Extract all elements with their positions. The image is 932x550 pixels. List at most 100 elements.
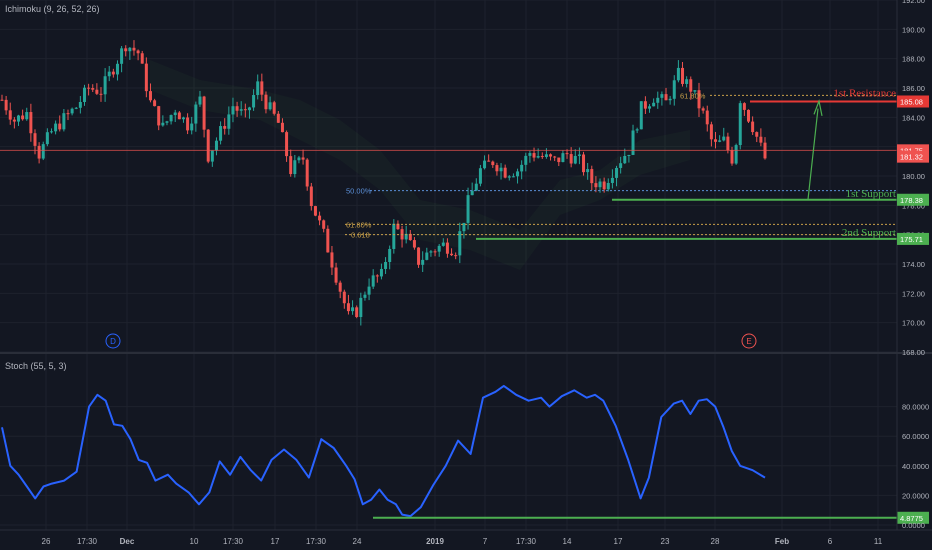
candle-body xyxy=(598,181,602,188)
candle-body xyxy=(536,156,540,158)
candle-body xyxy=(565,153,569,155)
candle-body xyxy=(95,89,99,94)
candle-body xyxy=(656,97,660,103)
candle-body xyxy=(404,233,408,240)
price-tick-label: 168.00 xyxy=(902,348,925,357)
second-support-label: 2nd Support xyxy=(842,227,896,239)
candle-body xyxy=(235,106,239,111)
stoch-tick-label: 80.0000 xyxy=(902,403,929,412)
candle-body xyxy=(157,106,161,126)
candle-body xyxy=(276,113,280,123)
candle-body xyxy=(326,228,330,253)
candle-body xyxy=(214,140,218,151)
time-tick-label: 17:30 xyxy=(516,537,537,546)
candle-body xyxy=(239,109,243,111)
candle-body xyxy=(173,112,177,116)
candle-body xyxy=(45,132,49,145)
candle-body xyxy=(181,117,185,120)
price-tag-label: 175.71 xyxy=(900,235,923,244)
marker-d-label: D xyxy=(110,337,116,346)
candle-body xyxy=(384,262,388,269)
candle-body xyxy=(392,223,396,249)
candle-body xyxy=(639,101,643,130)
candle-body xyxy=(338,282,342,292)
candle-body xyxy=(672,80,676,99)
candle-body xyxy=(103,76,107,95)
candle-body xyxy=(355,307,359,318)
candle-body xyxy=(429,251,433,253)
candle-body xyxy=(78,101,82,108)
candle-body xyxy=(652,102,656,107)
candle-body xyxy=(520,164,524,172)
arrow-head xyxy=(813,99,823,116)
candle-body xyxy=(668,98,672,101)
stoch-tick-label: 20.0000 xyxy=(902,491,929,500)
time-tick-label: 11 xyxy=(874,537,883,546)
candle-body xyxy=(495,165,499,172)
candle-body xyxy=(594,183,598,188)
first-resistance-label: 1st Resistance xyxy=(833,87,896,99)
candle-body xyxy=(260,81,264,95)
price-tag-label: 181.32 xyxy=(900,153,923,162)
stoch-value-tag xyxy=(897,511,929,524)
fib50-label: 50.00% xyxy=(346,187,372,196)
stoch-value-label: 4.8775 xyxy=(900,514,923,523)
candle-body xyxy=(363,294,367,298)
candle-body xyxy=(734,145,738,164)
candle-body xyxy=(264,94,268,110)
candle-body xyxy=(49,131,53,133)
candle-body xyxy=(153,100,157,107)
candle-body xyxy=(161,122,165,126)
candle-body xyxy=(115,63,119,75)
candle-body xyxy=(210,150,214,162)
candle-body xyxy=(70,108,74,114)
candle-body xyxy=(631,130,635,155)
candle-body xyxy=(111,71,115,75)
candle-body xyxy=(144,63,148,92)
candle-body xyxy=(450,253,454,256)
candle-body xyxy=(16,115,20,122)
candle-body xyxy=(330,252,334,268)
candle-body xyxy=(503,167,507,178)
candle-body xyxy=(689,79,693,92)
candle-body xyxy=(561,153,565,163)
candle-body xyxy=(379,268,383,277)
candle-body xyxy=(738,103,742,146)
candle-body xyxy=(648,106,652,109)
candle-body xyxy=(227,114,231,129)
time-tick-label: 26 xyxy=(42,537,51,546)
candle-body xyxy=(318,215,322,221)
candle-body xyxy=(351,307,355,312)
candle-body xyxy=(470,190,474,196)
candle-body xyxy=(243,109,247,111)
candle-body xyxy=(685,79,689,84)
stoch-indicator-label[interactable]: Stoch (55, 5, 3) xyxy=(5,361,67,371)
candle-body xyxy=(186,117,190,131)
candle-body xyxy=(458,231,462,256)
candle-body xyxy=(62,113,66,130)
ichimoku-indicator-label[interactable]: Ichimoku (9, 26, 52, 26) xyxy=(5,4,100,14)
candle-body xyxy=(4,99,8,111)
price-tick-label: 180.00 xyxy=(902,172,925,181)
candle-body xyxy=(37,145,41,159)
price-tag xyxy=(897,150,929,163)
candle-body xyxy=(58,123,62,130)
candle-body xyxy=(714,139,718,142)
candle-body xyxy=(726,136,730,151)
price-tag xyxy=(897,232,929,245)
candle-body xyxy=(375,275,379,277)
candle-body xyxy=(417,247,421,265)
candle-body xyxy=(643,101,647,109)
time-tick-label: 17:30 xyxy=(77,537,98,546)
candle-body xyxy=(742,103,746,110)
candle-body xyxy=(124,48,128,52)
candle-body xyxy=(730,150,734,164)
stochastic-series: 4.8775 xyxy=(1,384,929,524)
candle-body xyxy=(33,133,37,146)
time-tick-label: 10 xyxy=(190,537,199,546)
candle-body xyxy=(371,275,375,287)
candle-body xyxy=(305,159,309,187)
candle-body xyxy=(342,291,346,304)
price-tick-label: 186.00 xyxy=(902,84,925,93)
